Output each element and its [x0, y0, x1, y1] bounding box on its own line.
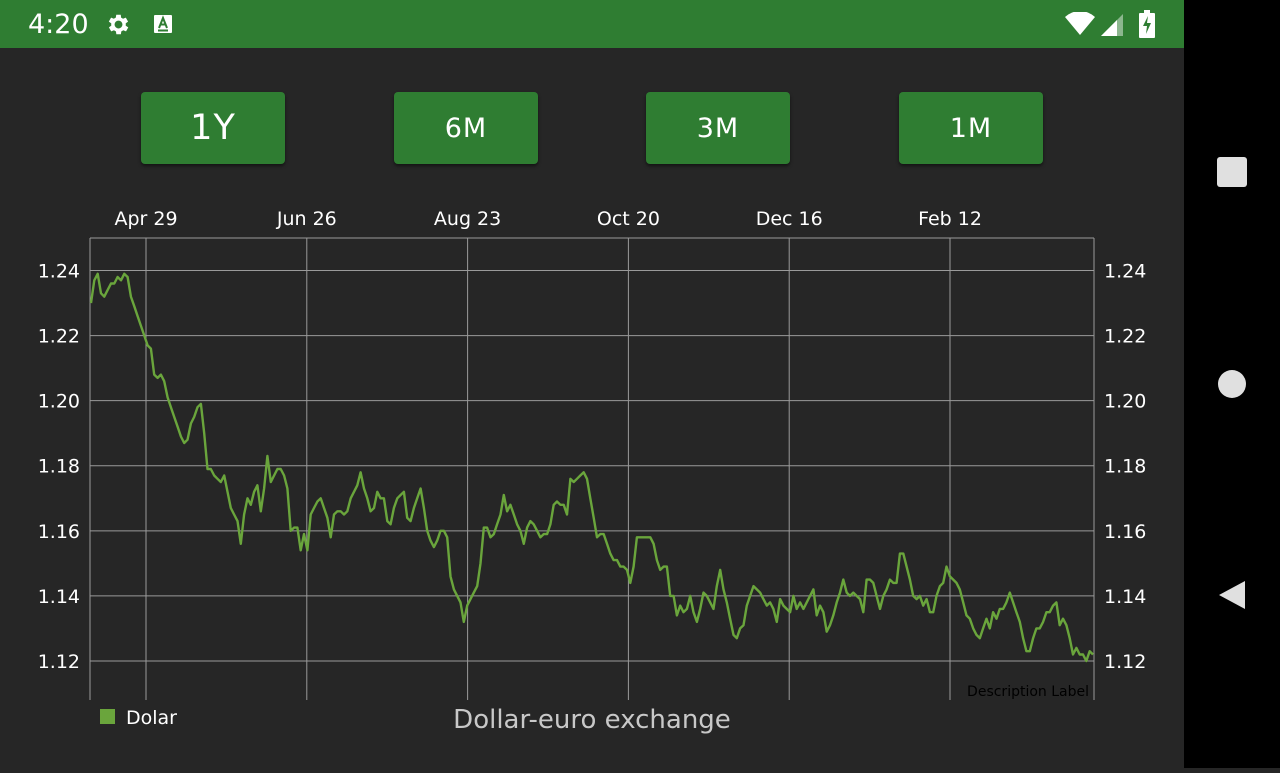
back-button[interactable]	[1184, 565, 1280, 625]
x-tick-label: Aug 23	[434, 208, 501, 230]
x-tick-label: Jun 26	[276, 208, 337, 230]
wifi-icon	[1065, 11, 1095, 41]
chart-title: Dollar-euro exchange	[453, 705, 731, 735]
exchange-rate-chart: Apr 29 Jun 26 Aug 23 Oct 20 Dec 16 Feb 12 1.1…	[0, 190, 1184, 768]
y-tick-label-right: 1.20	[1104, 391, 1146, 413]
status-bar: 4:20	[0, 0, 1184, 48]
range-3m-button[interactable]: 3M	[646, 92, 790, 164]
y-tick-label-right: 1.22	[1104, 326, 1146, 348]
x-axis-ticks: Apr 29 Jun 26 Aug 23 Oct 20 Dec 16 Feb 12	[114, 208, 981, 230]
legend-label-dolar: Dolar	[126, 707, 177, 729]
y-tick-label-left: 1.22	[38, 326, 80, 348]
x-tick-label: Oct 20	[597, 208, 660, 230]
battery-charging-icon	[1139, 10, 1155, 43]
legend-swatch-dolar	[100, 709, 115, 724]
y-tick-label-left: 1.16	[38, 521, 80, 543]
recents-button[interactable]	[1184, 142, 1280, 202]
settings-gear-icon	[105, 11, 132, 43]
y-tick-label-left: 1.24	[38, 261, 80, 283]
back-triangle-icon	[1219, 581, 1245, 609]
x-tick-label: Dec 16	[756, 208, 823, 230]
range-6m-button[interactable]: 6M	[394, 92, 538, 164]
range-1y-button[interactable]: 1Y	[141, 92, 285, 164]
y-axis-right-ticks: 1.12 1.14 1.16 1.18 1.20 1.22 1.24	[1104, 261, 1146, 673]
y-tick-label-left: 1.20	[38, 391, 80, 413]
x-tick-label: Feb 12	[918, 208, 982, 230]
home-button[interactable]	[1184, 354, 1280, 414]
line-chart-svg: Apr 29 Jun 26 Aug 23 Oct 20 Dec 16 Feb 12 1.1…	[38, 208, 1147, 735]
y-tick-label-right: 1.18	[1104, 456, 1146, 478]
range-1m-button[interactable]: 1M	[899, 92, 1043, 164]
app-store-icon	[153, 14, 173, 39]
navigation-bar	[1184, 0, 1280, 768]
y-tick-label-right: 1.12	[1104, 651, 1146, 673]
x-tick-label: Apr 29	[114, 208, 177, 230]
description-label: Description Label	[967, 684, 1089, 700]
y-tick-label-left: 1.12	[38, 651, 80, 673]
y-axis-left-ticks: 1.12 1.14 1.16 1.18 1.20 1.22 1.24	[38, 261, 80, 673]
y-tick-label-left: 1.14	[38, 586, 80, 608]
y-tick-label-left: 1.18	[38, 456, 80, 478]
chart-grid	[89, 237, 1095, 700]
y-tick-label-right: 1.16	[1104, 521, 1146, 543]
y-tick-label-right: 1.14	[1104, 586, 1146, 608]
y-tick-label-right: 1.24	[1104, 261, 1146, 283]
status-clock: 4:20	[28, 9, 89, 40]
series-line-dolar	[89, 272, 1094, 663]
signal-icon	[1101, 12, 1125, 41]
recents-square-icon	[1217, 157, 1247, 187]
home-circle-icon	[1218, 370, 1246, 398]
